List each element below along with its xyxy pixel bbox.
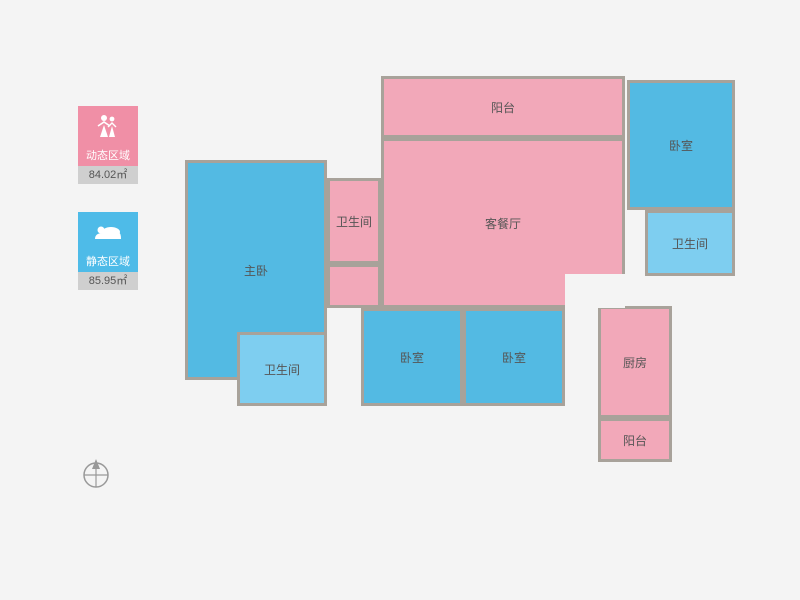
room-corridor xyxy=(327,264,381,308)
room-bedroom-s2: 卧室 xyxy=(463,308,565,406)
legend-dynamic-value: 84.02㎡ xyxy=(78,166,138,184)
door-opening xyxy=(672,306,706,330)
room-label: 卧室 xyxy=(502,349,526,366)
room-label: 卧室 xyxy=(400,349,424,366)
legend-static: 静态区域 85.95㎡ xyxy=(78,212,138,290)
sleep-icon xyxy=(78,212,138,252)
legend-static-label: 静态区域 xyxy=(78,252,138,272)
room-label: 卫生间 xyxy=(336,213,372,230)
people-icon xyxy=(78,106,138,146)
room-bath-w: 卫生间 xyxy=(327,178,381,264)
legend-panel: 动态区域 84.02㎡ 静态区域 85.95㎡ xyxy=(78,106,138,318)
room-label: 厨房 xyxy=(623,354,647,371)
room-bedroom-s1: 卧室 xyxy=(361,308,463,406)
room-bath-sw: 卫生间 xyxy=(237,332,327,406)
legend-static-value: 85.95㎡ xyxy=(78,272,138,290)
room-bath-ne: 卫生间 xyxy=(645,210,735,276)
legend-dynamic: 动态区域 84.02㎡ xyxy=(78,106,138,184)
floorplan: 阳台卧室客餐厅卫生间卫生间主卧卫生间卧室卧室厨房阳台 xyxy=(185,70,745,490)
room-kitchen: 厨房 xyxy=(598,306,672,418)
room-label: 阳台 xyxy=(491,99,515,116)
room-bedroom-ne: 卧室 xyxy=(627,80,735,210)
room-label: 客餐厅 xyxy=(485,215,521,232)
room-balcony-top: 阳台 xyxy=(381,76,625,138)
legend-dynamic-label: 动态区域 xyxy=(78,146,138,166)
room-label: 主卧 xyxy=(244,262,268,279)
door-opening xyxy=(565,274,625,308)
room-label: 阳台 xyxy=(623,432,647,449)
room-label: 卫生间 xyxy=(264,361,300,378)
room-balcony-se: 阳台 xyxy=(598,418,672,462)
room-label: 卧室 xyxy=(669,137,693,154)
room-label: 卫生间 xyxy=(672,235,708,252)
compass-icon xyxy=(78,455,114,491)
